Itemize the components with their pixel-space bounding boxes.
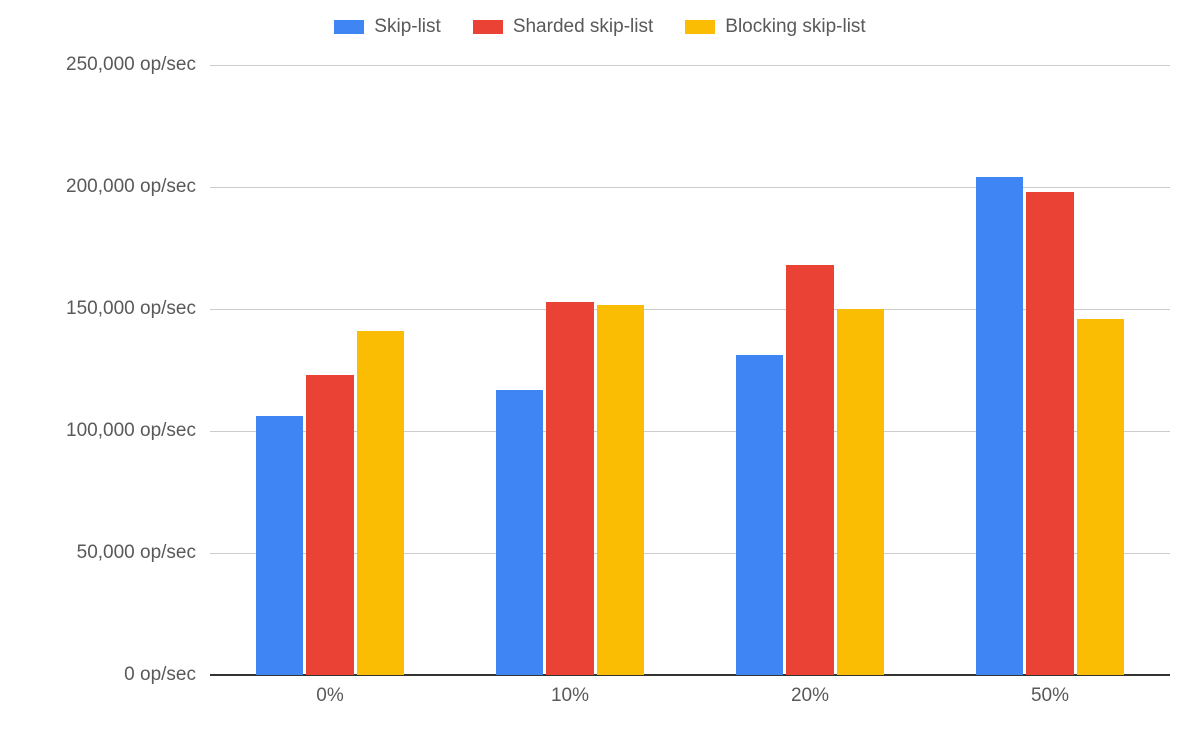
bar — [306, 375, 354, 675]
legend-item: Sharded skip-list — [473, 16, 653, 38]
legend-item: Skip-list — [334, 16, 441, 38]
x-axis-label: 0% — [316, 685, 343, 707]
x-axis-label: 50% — [1031, 685, 1069, 707]
bar — [837, 309, 885, 675]
bar — [1026, 192, 1074, 675]
legend-item: Blocking skip-list — [685, 16, 865, 38]
bar — [546, 302, 594, 675]
legend-label: Sharded skip-list — [513, 16, 653, 38]
bar — [597, 305, 645, 675]
x-axis-label: 10% — [551, 685, 589, 707]
y-axis-label: 100,000 op/sec — [66, 420, 196, 442]
bar — [976, 177, 1024, 675]
bar — [357, 331, 405, 675]
legend-swatch — [685, 20, 715, 34]
bar — [496, 390, 544, 675]
legend: Skip-list Sharded skip-list Blocking skip-… — [0, 16, 1200, 38]
legend-swatch — [473, 20, 503, 34]
bar — [1077, 319, 1125, 675]
y-axis-label: 50,000 op/sec — [77, 542, 196, 564]
x-axis-label: 20% — [791, 685, 829, 707]
bar — [786, 265, 834, 675]
chart-container: Skip-list Sharded skip-list Blocking skip-… — [0, 0, 1200, 742]
legend-label: Blocking skip-list — [725, 16, 865, 38]
y-axis-label: 0 op/sec — [124, 664, 196, 686]
bar — [256, 416, 304, 675]
gridline — [210, 187, 1170, 188]
legend-swatch — [334, 20, 364, 34]
gridline — [210, 65, 1170, 66]
bar — [736, 355, 784, 675]
y-axis-label: 200,000 op/sec — [66, 176, 196, 198]
y-axis-label: 250,000 op/sec — [66, 54, 196, 76]
plot-area: 0 op/sec50,000 op/sec100,000 op/sec150,0… — [210, 65, 1170, 675]
y-axis-label: 150,000 op/sec — [66, 298, 196, 320]
legend-label: Skip-list — [374, 16, 441, 38]
